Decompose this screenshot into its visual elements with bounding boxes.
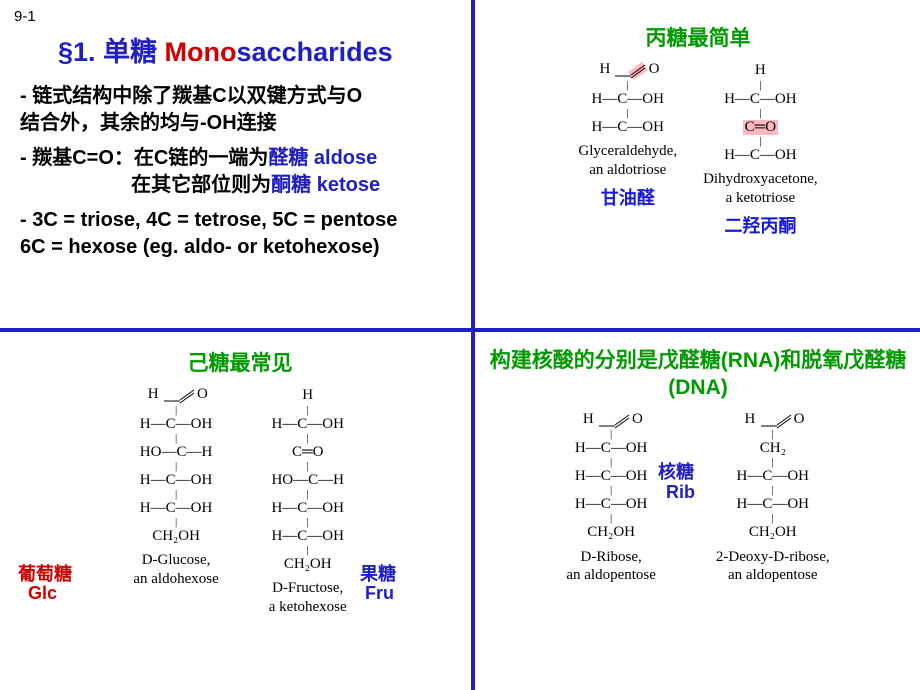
- fructose-label-abbr: Fru: [365, 583, 394, 604]
- ribose-caption: D-Ribose, an aldopentose: [566, 548, 656, 586]
- vertical-divider: [471, 0, 475, 690]
- title-mono-red: Mono: [165, 37, 237, 67]
- pentose-header: 构建核酸的分别是戊醛糖(RNA)和脱氧戊醛糖(DNA): [488, 347, 908, 402]
- triose-header: 丙糖最简单: [488, 22, 908, 52]
- glucose-label-abbr: Glc: [28, 583, 57, 604]
- dha-caption-cn: 二羟丙酮: [724, 212, 796, 238]
- triose-structures: HO H—C—OH H—C—OH Glyceraldehyde, an aldo…: [488, 60, 908, 238]
- horizontal-divider: [0, 328, 920, 332]
- fructose-caption: D-Fructose, a ketohexose: [269, 579, 347, 617]
- bullet-2: - 羰基C=O：在C链的一端为醛糖 aldose 在其它部位则为酮糖 ketos…: [20, 145, 460, 199]
- dha-caption-en: Dihydroxyacetone, a ketotriose: [703, 170, 818, 208]
- glyceraldehyde-caption-en: Glyceraldehyde, an aldotriose: [578, 142, 677, 180]
- fructose-structure: H H—C—OH C═O HO—C—H H—C—OH H—C—OH CH₂OH: [271, 385, 344, 573]
- quadrant-pentoses: 构建核酸的分别是戊醛糖(RNA)和脱氧戊醛糖(DNA) HO H—C—OH H—…: [488, 345, 908, 585]
- fructose: H H—C—OH C═O HO—C—H H—C—OH H—C—OH CH₂OH …: [269, 385, 347, 617]
- deoxyribose-structure: HO CH₂ H—C—OH H—C—OH CH₂OH: [737, 410, 810, 542]
- glyceraldehyde: HO H—C—OH H—C—OH Glyceraldehyde, an aldo…: [578, 60, 677, 238]
- ribose: HO H—C—OH H—C—OH H—C—OH CH₂OH D-Ribose, …: [566, 410, 656, 586]
- glucose-caption: D-Glucose, an aldohexose: [133, 551, 218, 589]
- bullet-1: - 链式结构中除了羰基C以双键方式与O 结合外，其余的均与-OH连接: [20, 83, 460, 137]
- glucose-structure: HO H—C—OH HO—C—H H—C—OH H—C—OH CH₂OH: [140, 385, 213, 545]
- hexose-header: 己糖最常见: [20, 347, 460, 377]
- quadrant-trioses: 丙糖最简单 HO H—C—OH H—C—OH Glyceraldehyde, a…: [488, 20, 908, 238]
- glyceraldehyde-caption-cn: 甘油醛: [601, 184, 655, 210]
- quadrant-hexoses: 己糖最常见 HO H—C—OH HO—C—H H—C—OH H—C—OH CH₂…: [20, 345, 460, 617]
- hexose-structures: HO H—C—OH HO—C—H H—C—OH H—C—OH CH₂OH D-G…: [20, 385, 460, 617]
- dihydroxyacetone-structure: H H—C—OH C═O H—C—OH: [724, 60, 797, 164]
- glyceraldehyde-structure: HO H—C—OH H—C—OH: [591, 60, 664, 136]
- deoxyribose: HO CH₂ H—C—OH H—C—OH CH₂OH 2-Deoxy-D-rib…: [716, 410, 830, 586]
- title-mono-blue: saccharides: [237, 37, 393, 67]
- ribose-label-cn: 核糖: [658, 458, 694, 484]
- dihydroxyacetone: H H—C—OH C═O H—C—OH Dihydroxyacetone, a …: [703, 60, 818, 238]
- bullet-3: - 3C = triose, 4C = tetrose, 5C = pentos…: [20, 207, 460, 261]
- page-title: §1. 单糖 Monosaccharides: [58, 30, 460, 69]
- ribose-label-abbr: Rib: [666, 482, 695, 503]
- title-section: §1. 单糖: [58, 37, 165, 67]
- slide-number: 9-1: [14, 8, 36, 25]
- deoxyribose-caption: 2-Deoxy-D-ribose, an aldopentose: [716, 548, 830, 586]
- pentose-structures: HO H—C—OH H—C—OH H—C—OH CH₂OH D-Ribose, …: [488, 410, 908, 586]
- glucose: HO H—C—OH HO—C—H H—C—OH H—C—OH CH₂OH D-G…: [133, 385, 218, 617]
- quadrant-definitions: §1. 单糖 Monosaccharides - 链式结构中除了羰基C以双键方式…: [20, 24, 460, 269]
- ribose-structure: HO H—C—OH H—C—OH H—C—OH CH₂OH: [575, 410, 648, 542]
